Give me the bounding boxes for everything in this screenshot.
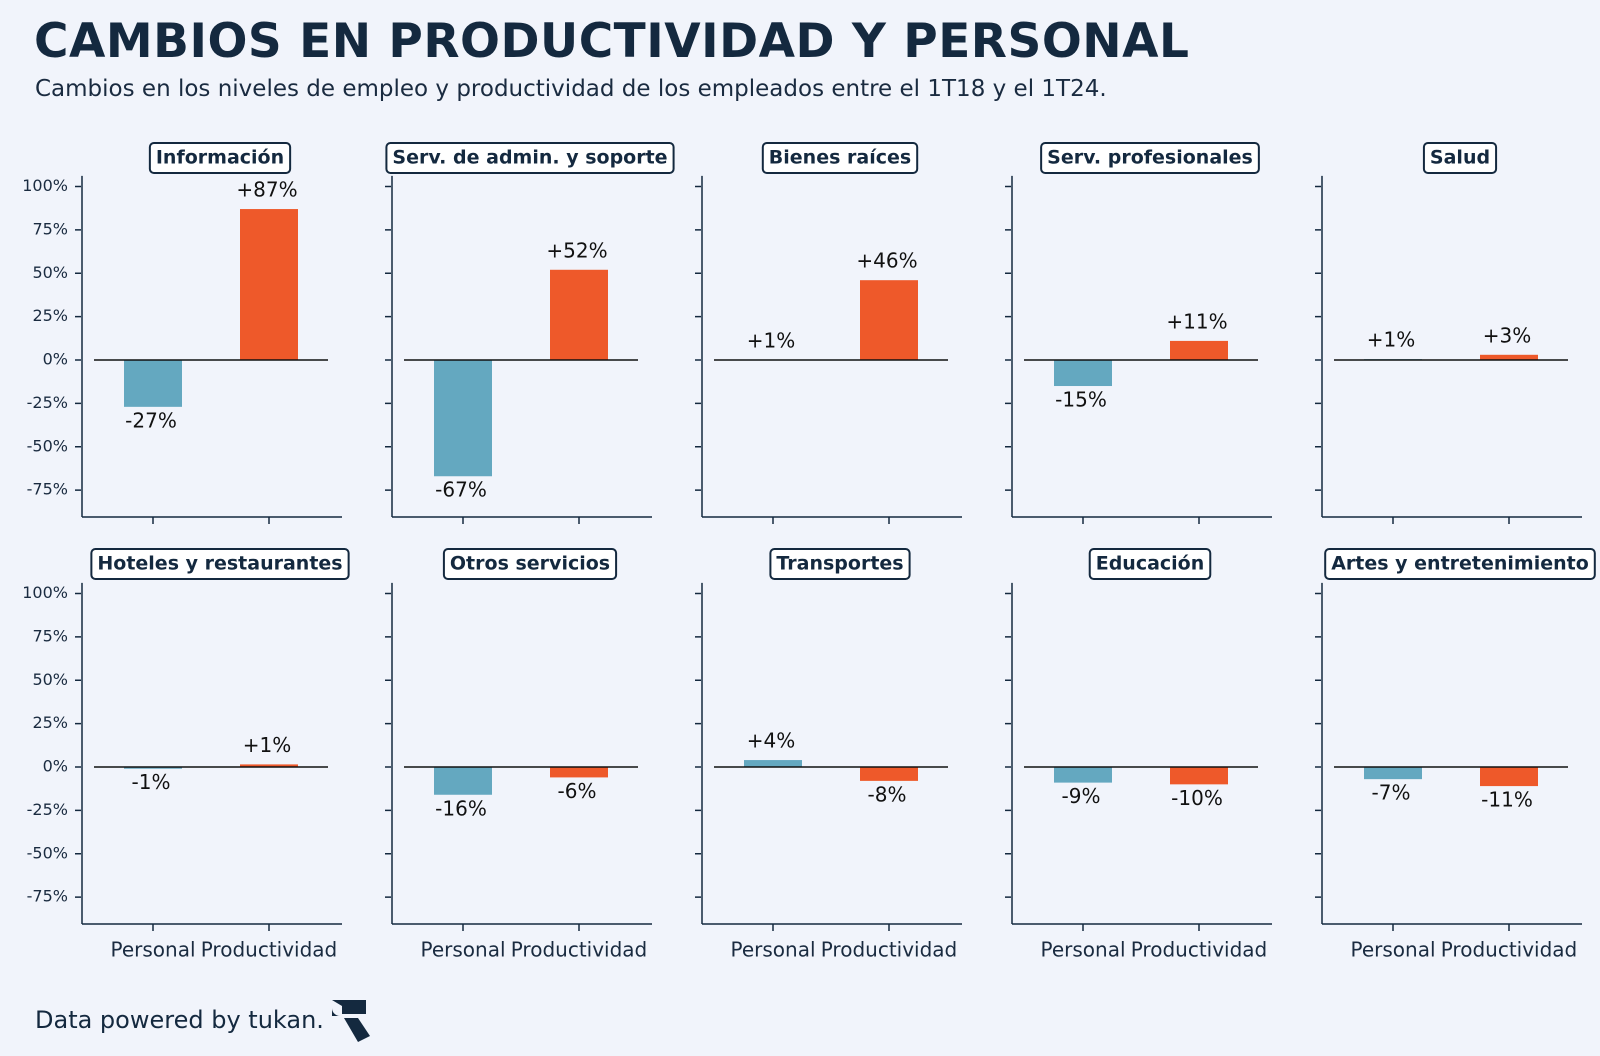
data-label-5-0: +1% (1367, 328, 1416, 352)
x-tick-label-7-0: Personal (420, 938, 505, 962)
x-tick-label-6-1: Productividad (201, 938, 338, 962)
data-label-7-1: -6% (558, 779, 597, 803)
data-label-9-0: -9% (1062, 784, 1101, 808)
data-label-6-0: -1% (132, 770, 171, 794)
bar-4-productividad (1170, 340, 1228, 360)
bar-10-personal (1364, 767, 1422, 780)
panel-title-1: Información (156, 147, 284, 169)
y-tick-label-6-4: 0% (43, 757, 68, 776)
panel-title-box-2 (385, 142, 675, 174)
tukan-logo-icon (331, 1000, 370, 1042)
y-tick-label-1-4: 0% (43, 350, 68, 369)
panel-title-box-3 (761, 142, 919, 174)
panel-title-8: Transportes (776, 553, 903, 575)
y-tick-label-1-7: -75% (27, 480, 68, 499)
footer: Data powered by tukan. (35, 996, 372, 1044)
x-tick-label-6-0: Personal (110, 938, 195, 962)
y-tick-label-6-6: -50% (27, 843, 68, 862)
data-label-1-1: +87% (236, 178, 297, 202)
bar-9-personal (1054, 767, 1112, 783)
data-label-4-0: -15% (1055, 388, 1107, 412)
footer-text: Data powered by tukan. (35, 1006, 324, 1034)
panel-title-box-8 (769, 548, 911, 580)
bar-7-productividad (550, 767, 608, 778)
data-label-5-1: +3% (1483, 323, 1532, 347)
y-tick-label-6-2: 50% (32, 670, 68, 689)
data-label-2-1: +52% (546, 238, 607, 262)
data-label-2-0: -67% (435, 478, 487, 502)
bar-6-productividad (240, 764, 298, 767)
data-label-10-1: -11% (1481, 788, 1533, 812)
bar-9-productividad (1170, 767, 1228, 785)
data-label-8-0: +4% (747, 729, 796, 753)
bar-7-personal (434, 767, 492, 795)
panel-title-3: Bienes raíces (769, 147, 911, 169)
panel-title-box-1 (148, 142, 292, 174)
bar-1-productividad (240, 209, 298, 360)
bar-3-productividad (860, 280, 918, 360)
y-tick-label-1-0: 100% (22, 176, 68, 195)
x-tick-label-10-1: Productividad (1441, 938, 1578, 962)
y-tick-label-1-5: -25% (27, 393, 68, 412)
y-tick-label-6-5: -25% (27, 800, 68, 819)
data-label-10-0: -7% (1372, 781, 1411, 805)
panel-title-box-7 (442, 548, 618, 580)
y-tick-label-6-3: 25% (32, 713, 68, 732)
data-label-6-1: +1% (243, 733, 292, 757)
panel-title-box-10 (1324, 548, 1596, 580)
bar-10-productividad (1480, 767, 1538, 787)
y-tick-label-6-1: 75% (32, 626, 68, 645)
y-tick-label-1-1: 75% (32, 219, 68, 238)
data-label-8-1: -8% (868, 782, 907, 806)
x-tick-label-9-1: Productividad (1131, 938, 1268, 962)
bar-4-personal (1054, 360, 1112, 387)
panel-title-box-5 (1422, 142, 1498, 174)
data-label-3-1: +46% (856, 249, 917, 273)
panel-title-box-9 (1088, 548, 1212, 580)
x-tick-label-7-1: Productividad (511, 938, 648, 962)
bar-2-personal (434, 360, 492, 477)
panel-title-4: Serv. profesionales (1047, 147, 1253, 169)
panel-title-box-6 (90, 548, 350, 580)
data-label-3-0: +1% (747, 329, 796, 353)
page-title: CAMBIOS EN PRODUCTIVIDAD Y PERSONAL (34, 14, 1190, 69)
data-label-9-1: -10% (1171, 786, 1223, 810)
page-subtitle: Cambios en los niveles de empleo y produ… (35, 76, 1107, 102)
x-tick-label-8-1: Productividad (821, 938, 958, 962)
panel-title-6: Hoteles y restaurantes (97, 553, 342, 575)
data-label-4-1: +11% (1166, 309, 1227, 333)
panel-title-box-4 (1040, 142, 1260, 174)
x-tick-label-8-0: Personal (730, 938, 815, 962)
bar-8-personal (744, 760, 802, 767)
bar-1-personal (124, 360, 182, 407)
bar-8-productividad (860, 767, 918, 781)
panel-title-2: Serv. de admin. y soporte (392, 147, 667, 169)
y-tick-label-1-6: -50% (27, 436, 68, 455)
data-label-1-0: -27% (125, 408, 177, 432)
bar-5-productividad (1480, 354, 1538, 360)
panel-title-9: Educación (1096, 553, 1205, 575)
x-tick-label-9-0: Personal (1040, 938, 1125, 962)
y-tick-label-1-2: 50% (32, 263, 68, 282)
data-label-7-0: -16% (435, 796, 487, 820)
y-tick-label-6-7: -75% (27, 887, 68, 906)
y-tick-label-6-0: 100% (22, 583, 68, 602)
bar-6-personal (124, 767, 182, 769)
panel-title-7: Otros servicios (450, 553, 610, 575)
bar-2-productividad (550, 269, 608, 360)
panel-title-10: Artes y entretenimiento (1331, 553, 1589, 575)
y-tick-label-1-3: 25% (32, 306, 68, 325)
panel-title-5: Salud (1430, 147, 1490, 169)
x-tick-label-10-0: Personal (1350, 938, 1435, 962)
